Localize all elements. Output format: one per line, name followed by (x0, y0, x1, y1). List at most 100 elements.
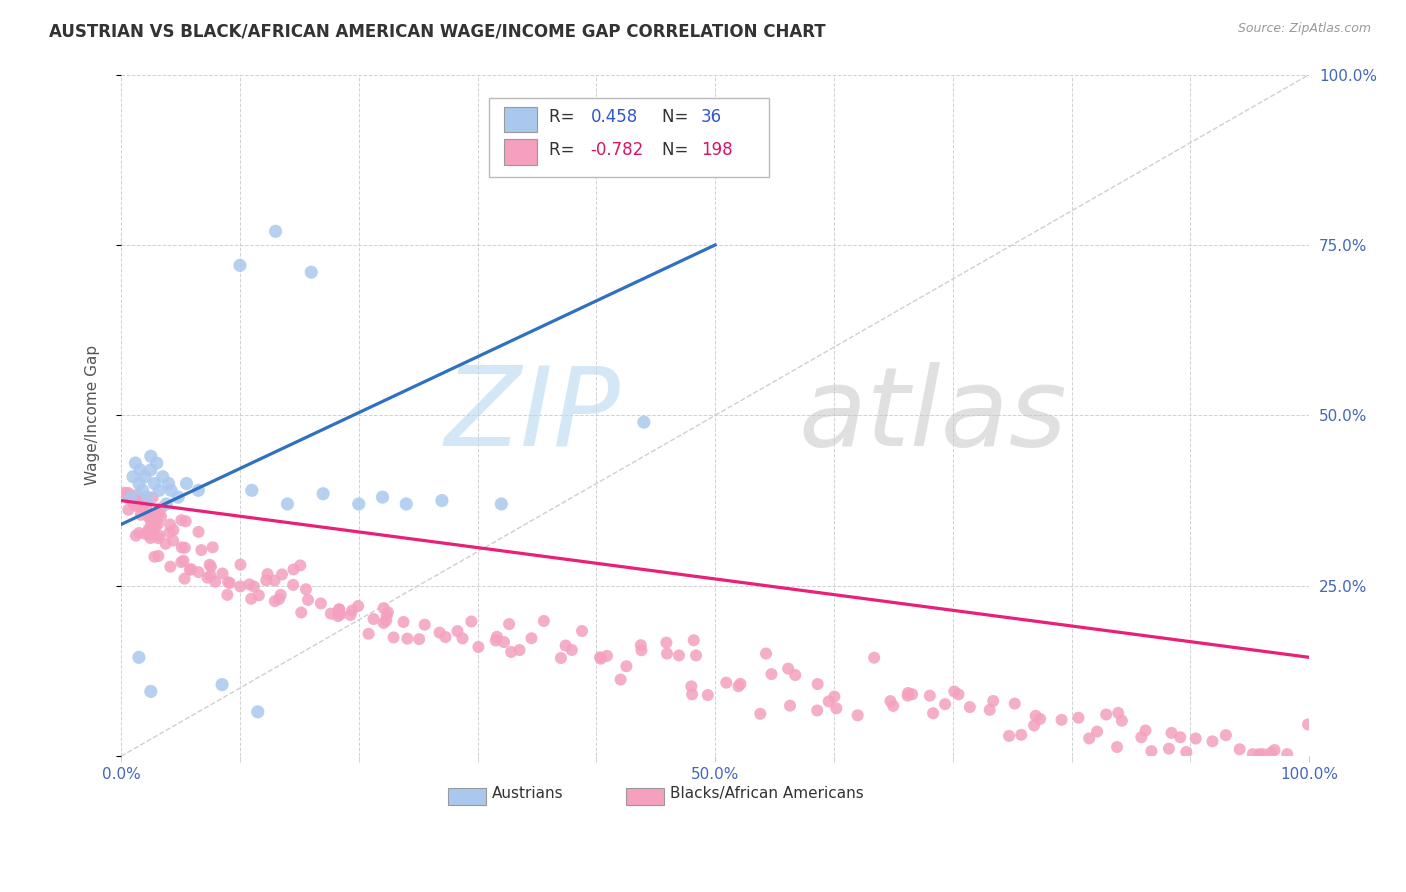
Point (134, 526, 156, 541)
Point (159, 559, 181, 574)
Point (254, 574, 277, 588)
Point (755, 647, 778, 661)
Text: -0.782: -0.782 (591, 141, 644, 159)
Point (446, 624, 468, 639)
Point (375, 614, 398, 628)
Point (312, 487, 335, 501)
Point (1277, 747, 1299, 761)
Point (328, 602, 350, 616)
Point (159, 517, 181, 532)
Point (981, 694, 1004, 708)
Y-axis label: Wage/Income Gap: Wage/Income Gap (86, 345, 100, 485)
Point (263, 574, 285, 588)
Point (122, 496, 145, 510)
Point (146, 516, 169, 531)
Point (211, 678, 233, 692)
Point (139, 684, 162, 698)
Point (141, 511, 163, 525)
Point (491, 497, 513, 511)
Point (127, 493, 149, 508)
Bar (503, 106, 537, 132)
Point (139, 531, 162, 545)
Point (124, 495, 146, 509)
Point (616, 659, 638, 673)
Point (180, 562, 202, 576)
Point (162, 533, 184, 548)
Text: AUSTRIAN VS BLACK/AFRICAN AMERICAN WAGE/INCOME GAP CORRELATION CHART: AUSTRIAN VS BLACK/AFRICAN AMERICAN WAGE/… (49, 22, 825, 40)
Point (319, 607, 342, 621)
Point (430, 493, 453, 508)
Point (408, 632, 430, 647)
Point (143, 476, 166, 491)
Point (1029, 712, 1052, 726)
Point (554, 639, 576, 653)
Point (716, 675, 738, 690)
Point (1241, 747, 1264, 761)
Point (363, 612, 385, 626)
Point (159, 525, 181, 540)
Point (1229, 742, 1251, 756)
Text: Source: ZipAtlas.com: Source: ZipAtlas.com (1237, 22, 1371, 36)
Point (328, 606, 350, 620)
Point (761, 667, 783, 681)
Text: 36: 36 (702, 109, 723, 127)
Point (696, 688, 718, 702)
Point (297, 593, 319, 607)
Point (129, 508, 152, 522)
Point (485, 630, 508, 644)
Point (131, 500, 153, 514)
Point (187, 524, 209, 539)
Point (749, 706, 772, 721)
Point (730, 677, 752, 691)
Text: 0.458: 0.458 (591, 109, 638, 127)
Point (217, 588, 239, 602)
Point (132, 495, 155, 509)
Point (131, 499, 153, 513)
Point (200, 568, 222, 582)
Point (1022, 718, 1045, 732)
Point (1251, 747, 1274, 761)
Point (1067, 711, 1090, 725)
Point (1201, 734, 1223, 748)
Point (347, 497, 370, 511)
Point (339, 607, 361, 622)
Text: R=: R= (548, 109, 579, 127)
Point (1095, 707, 1118, 722)
Point (256, 567, 278, 582)
Point (117, 486, 139, 500)
Point (217, 575, 239, 590)
Point (498, 617, 520, 632)
Point (283, 562, 305, 576)
Point (1025, 709, 1047, 723)
Point (1260, 746, 1282, 760)
Point (948, 687, 970, 701)
Point (377, 605, 399, 619)
Point (142, 491, 165, 505)
Point (340, 603, 363, 617)
Point (1010, 728, 1032, 742)
Point (146, 507, 169, 521)
Point (122, 469, 145, 483)
Point (229, 579, 252, 593)
Point (609, 673, 631, 687)
Point (114, 485, 136, 500)
Text: ZIP: ZIP (444, 362, 620, 469)
Point (375, 608, 398, 623)
Point (211, 566, 233, 581)
Point (778, 662, 800, 676)
Point (467, 640, 489, 654)
Point (290, 606, 312, 620)
Point (247, 588, 270, 602)
Point (148, 549, 170, 563)
Point (142, 524, 165, 538)
Point (1184, 731, 1206, 746)
Point (187, 483, 209, 498)
Point (243, 580, 266, 594)
Point (655, 635, 678, 649)
Point (863, 650, 886, 665)
Point (1078, 731, 1101, 746)
Point (240, 591, 263, 606)
Point (187, 565, 209, 579)
Point (785, 668, 807, 682)
Point (1296, 717, 1319, 731)
